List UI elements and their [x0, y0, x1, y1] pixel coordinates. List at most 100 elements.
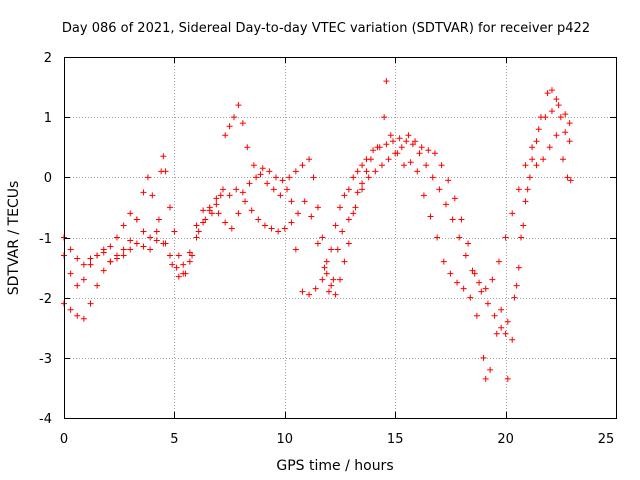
data-point: [515, 186, 522, 193]
data-point: [231, 114, 238, 121]
data-point: [133, 216, 140, 223]
data-point: [359, 186, 366, 193]
data-point: [127, 210, 134, 217]
data-point: [100, 249, 107, 256]
data-point: [284, 186, 291, 193]
data-point: [246, 180, 253, 187]
data-point: [268, 225, 275, 232]
data-point: [266, 168, 273, 175]
data-point: [560, 156, 567, 163]
axis-ticks: [64, 57, 617, 419]
data-point: [144, 174, 151, 181]
data-point: [149, 192, 156, 199]
data-point: [244, 144, 251, 151]
data-point: [458, 216, 465, 223]
data-point: [80, 315, 87, 322]
data-point: [555, 102, 562, 109]
data-point: [217, 192, 224, 199]
data-point: [239, 120, 246, 127]
data-point: [314, 240, 321, 247]
data-point: [155, 216, 162, 223]
data-point: [383, 141, 390, 148]
y-tick-label-neg4: -4: [39, 412, 52, 427]
x-tick-label-25: 25: [598, 432, 615, 447]
data-point: [321, 264, 328, 271]
data-point: [332, 222, 339, 229]
data-point: [334, 246, 341, 253]
data-point: [299, 162, 306, 169]
data-point: [74, 255, 81, 262]
data-point: [120, 222, 127, 229]
y-tick-label-neg1: -1: [39, 232, 52, 247]
data-point: [445, 177, 452, 184]
data-point: [359, 162, 366, 169]
data-point: [295, 210, 302, 217]
y-tick-label-1: 1: [44, 111, 52, 126]
data-point: [378, 162, 385, 169]
data-point: [522, 198, 529, 205]
data-point: [153, 237, 160, 244]
data-point: [186, 258, 193, 265]
x-tick-label-10: 10: [277, 432, 294, 447]
data-point: [193, 222, 200, 229]
data-point: [562, 129, 569, 136]
data-point: [425, 147, 432, 154]
data-point: [504, 375, 511, 382]
data-point: [553, 132, 560, 139]
data-points: [61, 78, 574, 382]
data-point: [328, 282, 335, 289]
data-point: [392, 150, 399, 157]
data-point: [504, 318, 511, 325]
data-point: [520, 222, 527, 229]
data-point: [74, 312, 81, 319]
data-point: [120, 252, 127, 259]
data-point: [250, 162, 257, 169]
data-point: [489, 276, 496, 283]
data-point: [462, 252, 469, 259]
data-point: [537, 114, 544, 121]
data-point: [509, 210, 516, 217]
data-point: [498, 306, 505, 313]
data-point: [323, 258, 330, 265]
data-point: [566, 138, 573, 145]
data-point: [222, 219, 229, 226]
data-point: [480, 354, 487, 361]
data-point: [409, 141, 416, 148]
data-point: [319, 234, 326, 241]
data-point: [162, 168, 169, 175]
data-point: [180, 261, 187, 268]
data-point: [471, 270, 478, 277]
data-point: [153, 228, 160, 235]
data-point: [323, 270, 330, 277]
data-point: [107, 243, 114, 250]
data-point: [438, 162, 445, 169]
data-point: [423, 162, 430, 169]
data-point: [526, 174, 533, 181]
data-point: [306, 291, 313, 298]
data-point: [467, 294, 474, 301]
data-point: [529, 144, 536, 151]
data-point: [372, 168, 379, 175]
data-point: [310, 174, 317, 181]
data-point: [398, 144, 405, 151]
data-point: [495, 258, 502, 265]
data-point: [107, 258, 114, 265]
data-series-1: [61, 78, 574, 382]
data-point: [566, 120, 573, 127]
data-point: [401, 162, 408, 169]
data-point: [341, 192, 348, 199]
data-point: [383, 78, 390, 85]
data-point: [436, 186, 443, 193]
data-point: [325, 288, 332, 295]
data-point: [87, 255, 94, 262]
data-point: [301, 198, 308, 205]
data-point: [248, 207, 255, 214]
data-point: [239, 189, 246, 196]
data-point: [275, 228, 282, 235]
data-point: [522, 162, 529, 169]
data-point: [381, 114, 388, 121]
x-tick-label-20: 20: [497, 432, 514, 447]
data-point: [206, 204, 213, 211]
data-point: [87, 261, 94, 268]
